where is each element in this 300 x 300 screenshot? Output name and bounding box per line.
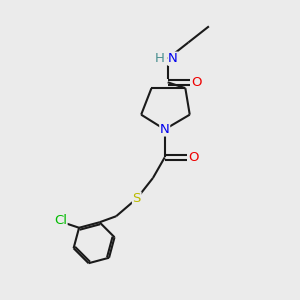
Text: H: H	[154, 52, 164, 65]
Text: O: O	[188, 151, 199, 164]
Text: N: N	[160, 123, 169, 136]
Text: S: S	[133, 192, 141, 205]
Text: N: N	[168, 52, 178, 65]
Text: Cl: Cl	[54, 214, 67, 227]
Text: O: O	[191, 76, 202, 89]
